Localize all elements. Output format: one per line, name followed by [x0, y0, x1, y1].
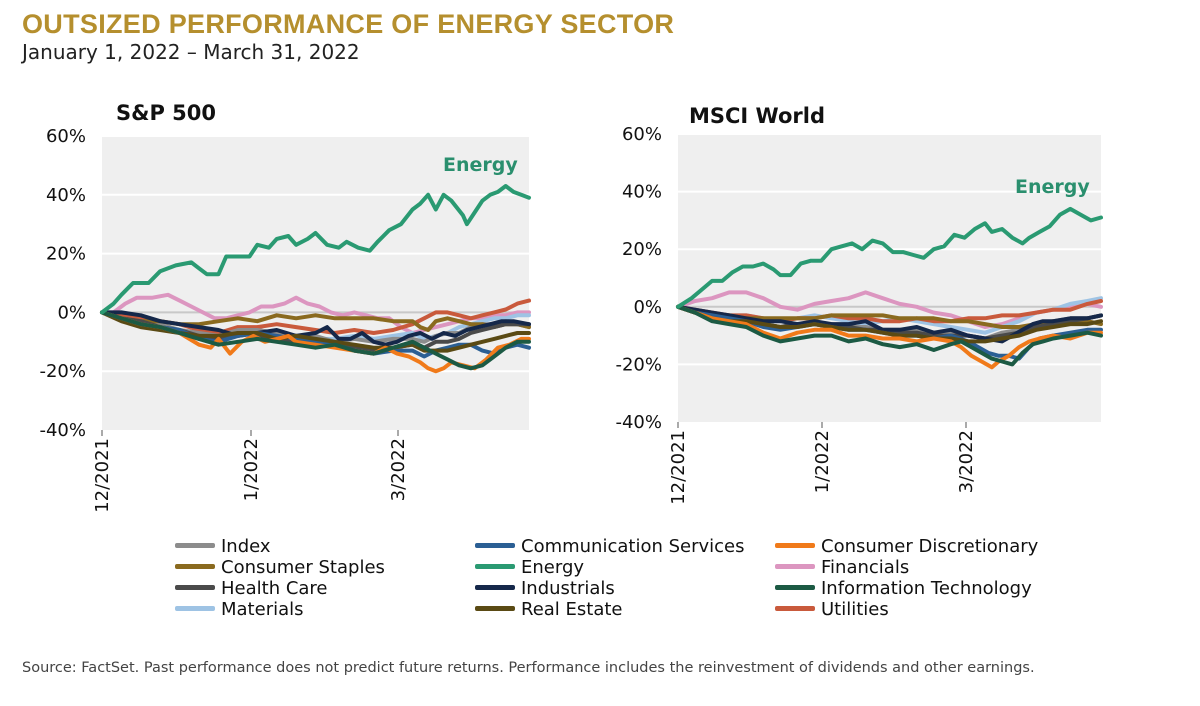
y-tick-label: 60%: [622, 124, 662, 145]
legend-label: Communication Services: [521, 536, 745, 557]
x-tick-label: 3/2022: [956, 430, 977, 493]
legend-label: Industrials: [521, 578, 615, 599]
legend-item-health-care: Health Care: [175, 578, 328, 600]
legend-item-communication-services: Communication Services: [475, 536, 745, 558]
lines-sp500: [100, 184, 531, 374]
y-tick-label: 40%: [46, 185, 86, 206]
legend-swatch: [175, 584, 215, 590]
legend-item-energy: Energy: [475, 557, 584, 579]
legend-item-real-estate: Real Estate: [475, 599, 623, 621]
legend-swatch: [475, 563, 515, 569]
panel-title-sp500: S&P 500: [116, 101, 216, 125]
y-tick-label: -20%: [39, 361, 86, 382]
series-line-information-technology: [100, 310, 531, 371]
energy-annotation-msci-world: Energy: [1015, 176, 1090, 198]
legend-label: Consumer Staples: [221, 557, 385, 578]
legend-label: Information Technology: [821, 578, 1032, 599]
x-tick-label: 12/2021: [92, 438, 113, 513]
series-line-consumer-discretionary: [676, 304, 1103, 370]
legend-item-industrials: Industrials: [475, 578, 615, 600]
legend-swatch: [775, 542, 815, 548]
x-tick-label: 1/2022: [812, 430, 833, 493]
y-tick-label: -40%: [615, 412, 662, 433]
legend-item-consumer-staples: Consumer Staples: [175, 557, 385, 579]
x-tick-label: 3/2022: [388, 438, 409, 501]
legend-item-financials: Financials: [775, 557, 909, 579]
y-tick-label: 60%: [46, 126, 86, 147]
legend-item-utilities: Utilities: [775, 599, 889, 621]
legend-swatch: [175, 605, 215, 611]
x-tick-label: 1/2022: [241, 438, 262, 501]
y-tick-label: 0%: [633, 297, 662, 318]
legend-swatch: [475, 605, 515, 611]
series-line-real-estate: [676, 304, 1103, 344]
series-line-energy: [676, 206, 1103, 309]
energy-annotation-sp500: Energy: [443, 154, 518, 176]
y-tick-label: 40%: [622, 182, 662, 203]
y-tick-label: -40%: [39, 420, 86, 441]
legend-swatch: [475, 584, 515, 590]
legend-swatch: [175, 563, 215, 569]
legend-item-materials: Materials: [175, 599, 304, 621]
xaxis-sp500: 12/2021 1/2022 3/2022: [92, 430, 409, 513]
series-line-energy: [100, 184, 531, 315]
legend-swatch: [175, 542, 215, 548]
panel-title-msci-world: MSCI World: [689, 104, 825, 128]
legend-item-index: Index: [175, 536, 271, 558]
series-line-information-technology: [676, 304, 1103, 367]
y-tick-label: -20%: [615, 354, 662, 375]
source-note: Source: FactSet. Past performance does n…: [22, 660, 1035, 676]
x-tick-label: 12/2021: [668, 430, 689, 505]
panel-sp500: -40%-20%0%20%40%60% 12/2021 1/2022 3/2022 …: [39, 101, 531, 513]
plot-area-msci-world: [678, 134, 1101, 422]
series-line-industrials: [676, 304, 1103, 344]
page-subtitle: January 1, 2022 – March 31, 2022: [22, 40, 360, 64]
y-tick-label: 20%: [622, 239, 662, 260]
panel-msci-world: -40%-20%0%20%40%60% 12/2021 1/2022 3/2022 …: [615, 104, 1103, 505]
legend-item-information-technology: Information Technology: [775, 578, 1032, 600]
series-line-utilities: [676, 299, 1103, 324]
gridlines-sp500: [102, 135, 529, 373]
plot-area-sp500: [102, 136, 529, 430]
yaxis-sp500: -40% -20% 0% 20% 40% 60%: [39, 126, 86, 441]
legend-swatch: [775, 605, 815, 611]
legend-label: Materials: [221, 599, 304, 620]
lines-msci-world: [676, 206, 1103, 370]
legend-swatch: [775, 584, 815, 590]
legend-label: Health Care: [221, 578, 328, 599]
legend-label: Consumer Discretionary: [821, 536, 1039, 557]
y-tick-label: 0%: [57, 302, 86, 323]
legend-swatch: [775, 563, 815, 569]
legend-label: Index: [221, 536, 271, 557]
legend-label: Real Estate: [521, 599, 623, 620]
xaxis-msci-world: 12/2021 1/2022 3/2022: [668, 422, 977, 505]
legend-label: Financials: [821, 557, 910, 578]
yaxis-msci-world: -40% -20% 0% 20% 40% 60%: [615, 124, 662, 433]
legend-swatch: [475, 542, 515, 548]
legend-label: Utilities: [821, 599, 889, 620]
series-line-industrials: [100, 310, 531, 347]
legend-label: Energy: [521, 557, 585, 578]
page-title: OUTSIZED PERFORMANCE OF ENERGY SECTOR: [22, 9, 675, 39]
y-tick-label: 20%: [46, 244, 86, 265]
legend-item-consumer-discretionary: Consumer Discretionary: [775, 536, 1038, 558]
